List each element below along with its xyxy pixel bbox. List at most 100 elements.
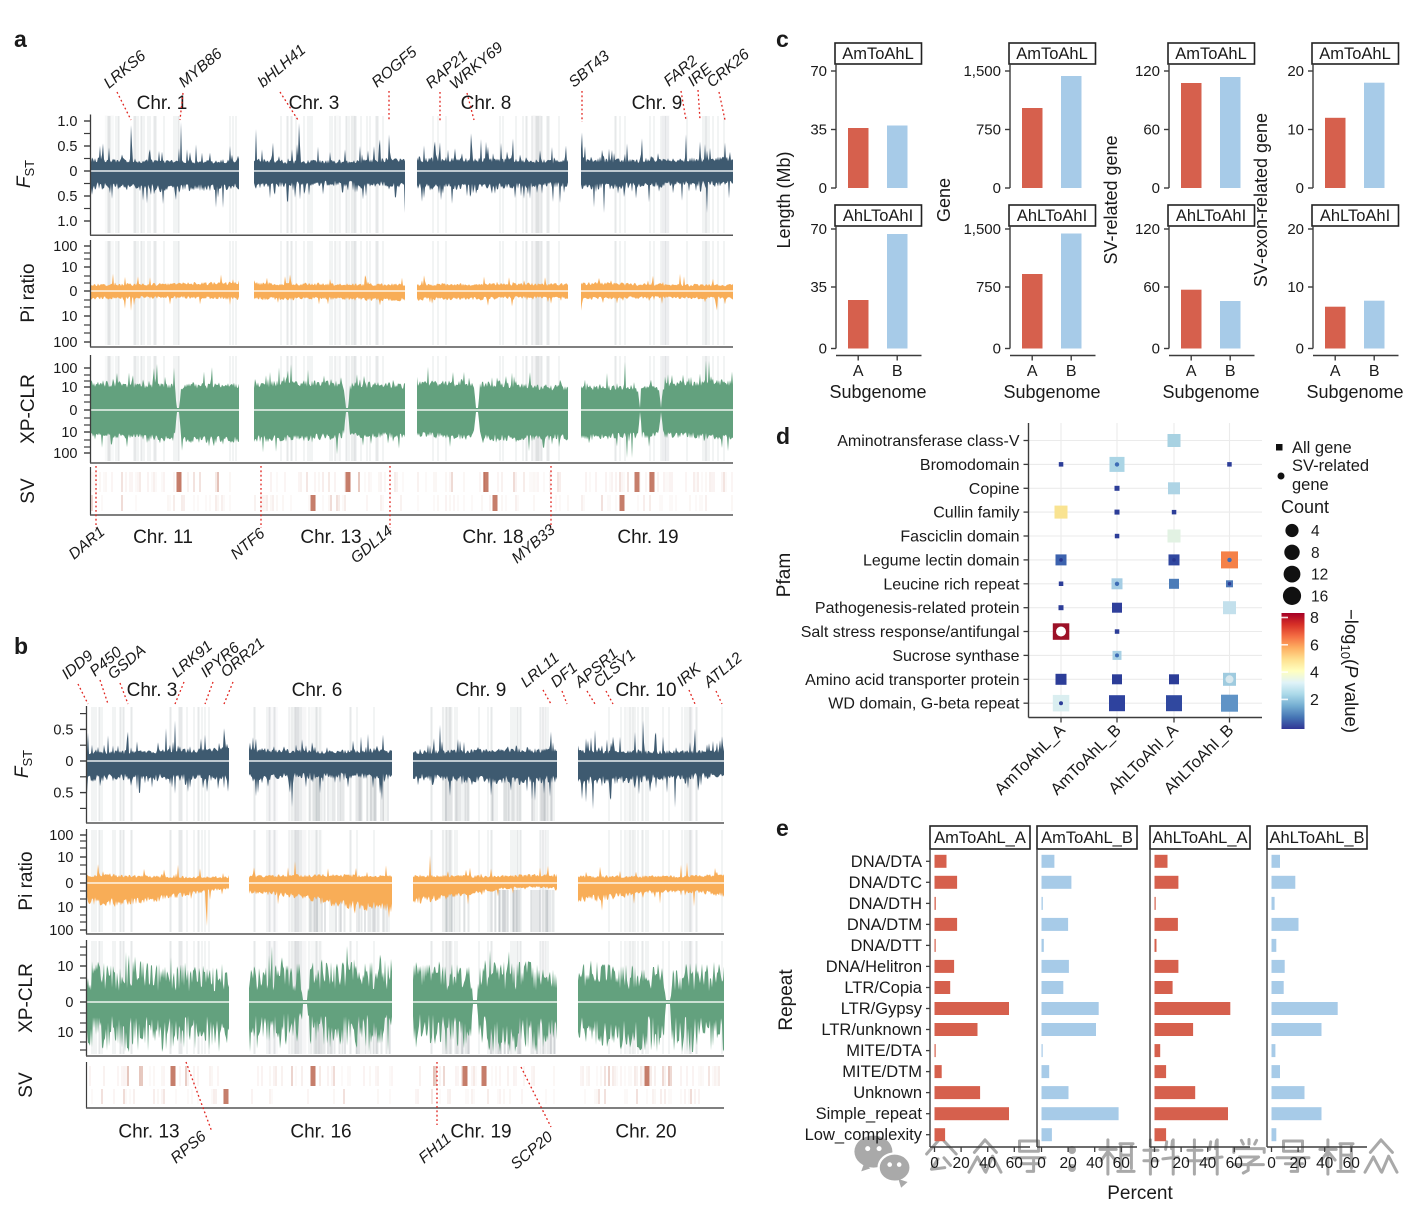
- svg-text:60: 60: [1226, 1155, 1244, 1172]
- svg-text:Sucrose synthase: Sucrose synthase: [892, 648, 1019, 665]
- svg-text:B: B: [1369, 363, 1380, 380]
- svg-text:750: 750: [976, 279, 1001, 296]
- svg-text:WD domain, G-beta repeat: WD domain, G-beta repeat: [828, 696, 1020, 713]
- svg-text:8: 8: [1310, 610, 1319, 627]
- svg-text:0: 0: [65, 754, 73, 770]
- svg-text:10: 10: [57, 959, 73, 975]
- svg-text:Chr. 6: Chr. 6: [292, 680, 343, 701]
- svg-text:100: 100: [53, 361, 77, 377]
- svg-text:Chr. 11: Chr. 11: [133, 527, 193, 548]
- svg-text:A: A: [1186, 363, 1197, 380]
- svg-text:6: 6: [1310, 637, 1319, 654]
- svg-text:AhLToAhI: AhLToAhI: [843, 207, 913, 225]
- svg-text:B: B: [1066, 363, 1077, 380]
- svg-text:60: 60: [1006, 1155, 1024, 1172]
- svg-text:DNA/DTC: DNA/DTC: [849, 874, 922, 892]
- svg-text:16: 16: [1311, 588, 1328, 605]
- svg-text:All gene: All gene: [1292, 439, 1352, 457]
- svg-text:0.5: 0.5: [53, 722, 73, 738]
- svg-text:60: 60: [1343, 1155, 1361, 1172]
- svg-text:a: a: [14, 26, 27, 52]
- svg-text:Chr. 9: Chr. 9: [456, 680, 507, 701]
- svg-text:Repeat: Repeat: [776, 969, 797, 1031]
- svg-text:Salt stress response/antifunga: Salt stress response/antifungal: [801, 624, 1020, 641]
- svg-text:0: 0: [69, 284, 77, 300]
- svg-text:DNA/DTM: DNA/DTM: [847, 916, 922, 934]
- svg-text:AmToAhL_A: AmToAhL_A: [934, 829, 1026, 847]
- svg-text:Count: Count: [1281, 497, 1329, 517]
- svg-text:Chr. 13: Chr. 13: [300, 527, 361, 548]
- svg-text:10: 10: [57, 900, 73, 916]
- svg-text:AmToAhL: AmToAhL: [1016, 45, 1088, 63]
- svg-text:B: B: [1225, 363, 1236, 380]
- svg-text:0: 0: [993, 180, 1001, 197]
- svg-text:AmToAhL: AmToAhL: [1319, 45, 1391, 63]
- svg-text:Unknown: Unknown: [853, 1084, 922, 1102]
- svg-text:MITE/DTM: MITE/DTM: [842, 1063, 922, 1081]
- svg-text:Chr. 19: Chr. 19: [617, 527, 678, 548]
- svg-text:A: A: [1027, 363, 1038, 380]
- svg-text:70: 70: [810, 221, 827, 238]
- svg-text:Subgenome: Subgenome: [1306, 382, 1403, 402]
- svg-text:Subgenome: Subgenome: [1003, 382, 1100, 402]
- svg-text:35: 35: [810, 122, 827, 139]
- svg-text:0.5: 0.5: [53, 786, 73, 802]
- svg-text:AmToAhL_B: AmToAhL_B: [1041, 829, 1133, 847]
- svg-text:AhLToAhL_A: AhLToAhL_A: [1152, 829, 1247, 847]
- svg-text:4: 4: [1311, 523, 1320, 540]
- svg-text:d: d: [776, 423, 790, 449]
- svg-text:40: 40: [1316, 1155, 1334, 1172]
- svg-text:Chr. 13: Chr. 13: [118, 1122, 179, 1143]
- svg-text:120: 120: [1135, 221, 1160, 238]
- svg-text:XP-CLR: XP-CLR: [18, 374, 39, 444]
- svg-text:DNA/DTH: DNA/DTH: [849, 895, 922, 913]
- svg-text:70: 70: [810, 63, 827, 80]
- svg-text:gene: gene: [1292, 476, 1329, 494]
- svg-text:Length (Mb): Length (Mb): [774, 151, 794, 248]
- svg-text:Chr. 8: Chr. 8: [461, 93, 512, 114]
- svg-text:12: 12: [1311, 567, 1328, 584]
- svg-text:Chr. 9: Chr. 9: [632, 93, 683, 114]
- svg-text:100: 100: [53, 335, 77, 351]
- svg-text:10: 10: [1287, 122, 1304, 139]
- svg-text:0: 0: [65, 876, 73, 892]
- svg-text:Chr. 3: Chr. 3: [127, 680, 178, 701]
- svg-text:Aminotransferase class-V: Aminotransferase class-V: [837, 433, 1020, 450]
- svg-text:20: 20: [1172, 1155, 1190, 1172]
- svg-text:SV-related gene: SV-related gene: [1101, 135, 1121, 264]
- svg-text:100: 100: [49, 828, 73, 844]
- svg-text:0.5: 0.5: [57, 139, 77, 155]
- svg-text:AhLToAhI: AhLToAhI: [1017, 207, 1087, 225]
- svg-text:100: 100: [53, 446, 77, 462]
- svg-text:0: 0: [65, 995, 73, 1011]
- svg-text:60: 60: [1143, 279, 1160, 296]
- svg-text:40: 40: [1199, 1155, 1217, 1172]
- svg-text:AhLToAhI: AhLToAhI: [1176, 207, 1246, 225]
- svg-text:Simple_repeat: Simple_repeat: [816, 1105, 923, 1123]
- svg-text:35: 35: [810, 279, 827, 296]
- svg-text:DNA/DTA: DNA/DTA: [851, 853, 922, 871]
- svg-text:10: 10: [61, 260, 77, 276]
- svg-text:Subgenome: Subgenome: [829, 382, 926, 402]
- svg-text:20: 20: [1059, 1155, 1077, 1172]
- svg-text:FST: FST: [14, 160, 37, 188]
- svg-text:0: 0: [1150, 1155, 1159, 1172]
- svg-text:e: e: [776, 815, 789, 841]
- svg-text:Subgenome: Subgenome: [1162, 382, 1259, 402]
- svg-text:40: 40: [1086, 1155, 1104, 1172]
- svg-text:40: 40: [979, 1155, 997, 1172]
- svg-text:Legume lectin domain: Legume lectin domain: [863, 552, 1020, 569]
- svg-text:10: 10: [57, 850, 73, 866]
- svg-text:Gene: Gene: [934, 178, 954, 222]
- svg-text:60: 60: [1113, 1155, 1131, 1172]
- svg-text:Chr. 20: Chr. 20: [615, 1122, 676, 1143]
- svg-text:LTR/Gypsy: LTR/Gypsy: [841, 1000, 923, 1018]
- svg-text:10: 10: [61, 425, 77, 441]
- svg-text:8: 8: [1311, 545, 1320, 562]
- svg-text:1.0: 1.0: [57, 214, 77, 230]
- svg-text:MITE/DTA: MITE/DTA: [846, 1042, 922, 1060]
- svg-text:FST: FST: [12, 750, 35, 778]
- svg-text:10: 10: [61, 309, 77, 325]
- svg-text:Amino acid transporter protein: Amino acid transporter protein: [805, 672, 1019, 689]
- svg-text:B: B: [892, 363, 903, 380]
